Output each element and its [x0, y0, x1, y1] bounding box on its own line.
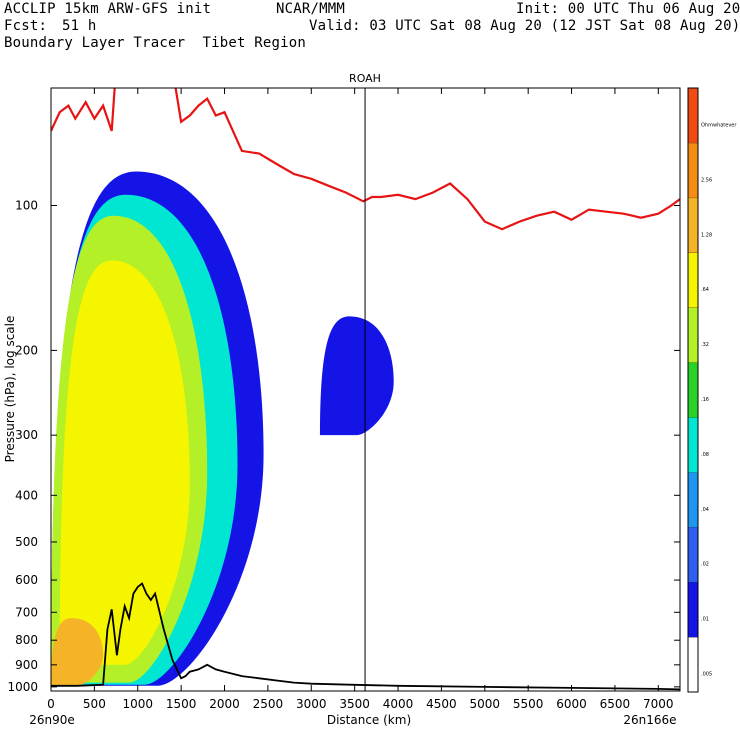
x-tick-label: 2500 — [253, 697, 284, 711]
header-organization: NCAR/MMM — [276, 1, 346, 17]
chart-title: ROAH — [349, 72, 381, 85]
colorbar-level-label: .005 — [701, 672, 712, 678]
tropopause-line — [51, 88, 680, 231]
colorbar-level-label: .08 — [701, 452, 709, 458]
x-tick-label: 3500 — [339, 697, 370, 711]
x-start-label: 26n90e — [29, 713, 75, 727]
x-tick-label: 1000 — [122, 697, 153, 711]
x-end-label: 26n166e — [623, 713, 676, 727]
colorbar-swatch — [688, 88, 698, 143]
y-tick-label: 500 — [15, 535, 38, 549]
y-tick-label: 300 — [15, 428, 38, 442]
y-tick-label: 700 — [15, 605, 38, 619]
y-tick-label: 900 — [15, 658, 38, 672]
x-tick-label: 0 — [47, 697, 55, 711]
x-tick-label: 500 — [83, 697, 106, 711]
header-init-time: Init: 00 UTC Thu 06 Aug 20 — [516, 1, 740, 17]
colorbar-swatch — [688, 362, 698, 418]
colorbar-swatch — [688, 417, 698, 473]
header-forecast-label: Fcst: — [4, 18, 48, 34]
tracer-region-3 — [59, 260, 190, 665]
x-tick-label: 1500 — [166, 697, 197, 711]
x-tick-label: 5000 — [470, 697, 501, 711]
colorbar-swatch — [688, 307, 698, 363]
terrain-line — [51, 582, 680, 691]
x-axis-label: Distance (km) — [327, 713, 411, 727]
tracer-region-5 — [319, 316, 394, 436]
colorbar-level-label: .01 — [701, 617, 709, 623]
colorbar-frame — [687, 87, 699, 693]
y-tick-label: 800 — [15, 633, 38, 647]
header-model-name: ACCLIP 15km ARW-GFS init — [4, 1, 212, 17]
colorbar-swatch — [688, 637, 698, 692]
plot-frame — [50, 87, 681, 692]
x-tick-label: 7000 — [643, 697, 674, 711]
colorbar-swatch — [688, 582, 698, 638]
colorbar-level-label: Ohmwhatever — [701, 122, 737, 128]
x-tick-label: 6500 — [600, 697, 631, 711]
colorbar-level-label: .16 — [701, 397, 709, 403]
x-tick-label: 4500 — [426, 697, 457, 711]
x-tick-label: 5500 — [513, 697, 544, 711]
colorbar-swatch — [688, 472, 698, 528]
header-forecast-value: 51 h — [62, 18, 97, 34]
colorbar-swatch — [688, 527, 698, 583]
colorbar-level-label: .04 — [701, 507, 709, 513]
colorbar-level-label: .64 — [701, 287, 709, 293]
header-valid-time: Valid: 03 UTC Sat 08 Aug 20 (12 JST Sat … — [309, 18, 740, 34]
x-tick-label: 6000 — [556, 697, 587, 711]
colorbar-level-label: 1.28 — [701, 232, 712, 238]
x-tick-label: 4000 — [383, 697, 414, 711]
header-field-name: Boundary Layer Tracer Tibet Region — [4, 35, 307, 51]
colorbar-swatch — [688, 197, 698, 253]
colorbar-level-label: .32 — [701, 342, 709, 348]
x-tick-label: 2000 — [209, 697, 240, 711]
y-tick-label: 600 — [15, 573, 38, 587]
y-axis-label: Pressure (hPa), log scale — [3, 316, 17, 463]
y-tick-label: 100 — [15, 199, 38, 213]
colorbar-swatch — [688, 252, 698, 308]
y-tick-label: 200 — [15, 343, 38, 357]
y-tick-label: 1000 — [7, 680, 38, 694]
colorbar-swatch — [688, 142, 698, 198]
colorbar-level-label: 2.56 — [701, 177, 712, 183]
y-tick-label: 400 — [15, 488, 38, 502]
tracer-region-4 — [51, 618, 104, 686]
x-tick-label: 3000 — [296, 697, 327, 711]
colorbar-level-label: .02 — [701, 562, 709, 568]
